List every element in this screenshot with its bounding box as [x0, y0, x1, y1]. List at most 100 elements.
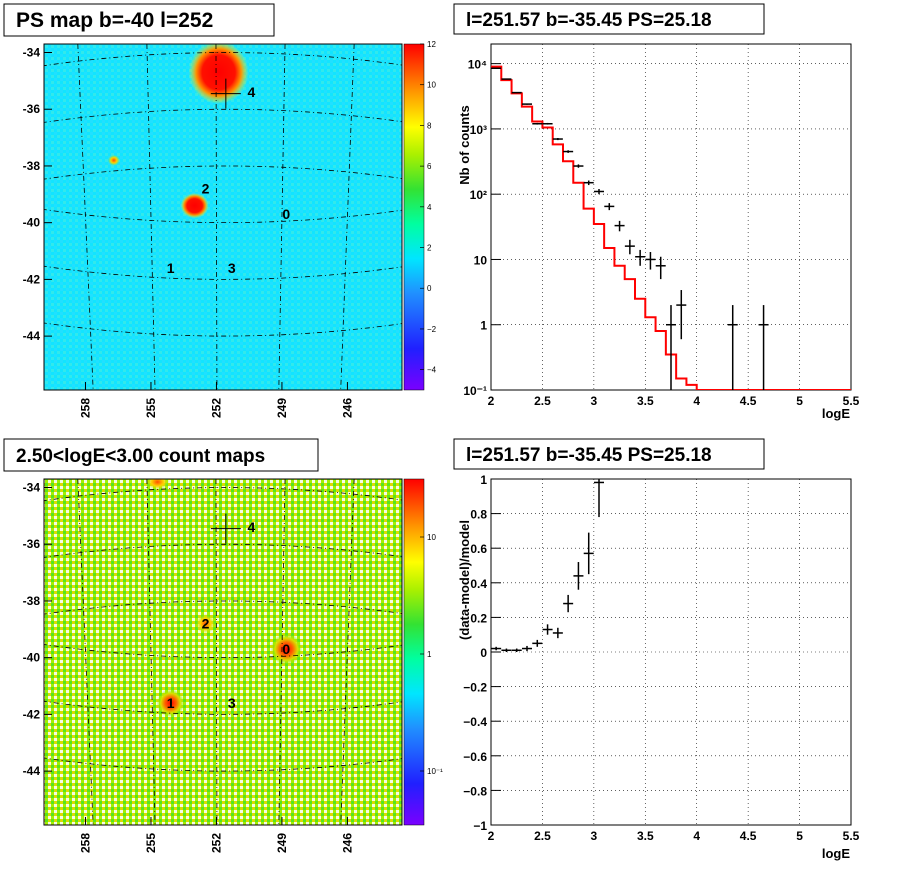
colorbar-tick-label: 0	[427, 284, 432, 293]
model-step-line	[491, 65, 851, 390]
ps-map-image	[44, 44, 402, 390]
y-tick-label: 0.8	[470, 508, 487, 522]
x-tick-label: 3	[591, 829, 598, 843]
source-blob	[188, 44, 249, 104]
y-tick-label: -36	[23, 537, 41, 551]
lat-gridline	[44, 600, 402, 615]
x-tick-label: 2.5	[534, 394, 551, 408]
lat-gridline	[44, 108, 402, 123]
x-tick-label: 3.5	[637, 829, 654, 843]
lat-gridline	[44, 165, 402, 180]
lat-gridline	[44, 322, 402, 337]
x-tick-label: 246	[340, 398, 354, 418]
y-tick-label: 10⁻¹	[463, 384, 487, 398]
y-tick-label: 10³	[470, 123, 487, 137]
x-tick-label: 255	[144, 833, 158, 853]
lat-gridline	[44, 209, 402, 223]
y-tick-label: -44	[23, 329, 41, 343]
residual-xlabel: logE	[822, 846, 850, 861]
count-map-frame	[43, 478, 403, 826]
lat-gridline	[44, 700, 402, 715]
source-blob	[156, 689, 185, 718]
source-label: 3	[228, 695, 236, 711]
source-label: 2	[202, 616, 210, 632]
x-tick-label: 5	[796, 829, 803, 843]
x-tick-label: 2.5	[534, 829, 551, 843]
source-label: 4	[247, 519, 255, 535]
spectrum-ylabel: Nb of counts	[457, 105, 472, 184]
y-tick-label: -42	[23, 707, 41, 721]
source-blob	[145, 479, 170, 490]
x-tick-label: 249	[275, 833, 289, 853]
y-tick-label: 10⁴	[468, 58, 487, 72]
colorbar-tick-label: 2	[427, 244, 432, 253]
y-tick-label: -40	[23, 651, 41, 665]
count-map-colorbar: 10 1 10⁻¹	[403, 478, 443, 826]
source-label: 4	[247, 84, 255, 100]
y-tick-label: -38	[23, 159, 41, 173]
colorbar-tick-label: −4	[427, 366, 437, 375]
y-tick-label: 0	[480, 646, 487, 660]
colorbar-tick-label: 12	[427, 40, 436, 49]
y-tick-label: 1	[480, 319, 487, 333]
spectrum-title-box	[453, 3, 765, 35]
x-tick-label: 4	[693, 829, 700, 843]
lat-gridline	[44, 543, 402, 558]
y-tick-label: -34	[23, 46, 41, 60]
x-tick-label: 4.5	[740, 829, 757, 843]
colorbar-tick-label: −2	[427, 325, 437, 334]
x-tick-label: 252	[209, 833, 223, 853]
y-tick-label: -42	[23, 272, 41, 286]
ps-map-title-box	[3, 3, 275, 37]
y-tick-label: −0.4	[463, 715, 487, 729]
lon-gridline	[215, 44, 218, 390]
count-map-image	[44, 479, 402, 825]
count-map-panel: 2.50<logE<3.00 count maps -34 -36 -38 -40 -4…	[3, 438, 443, 853]
x-tick-label: 4.5	[740, 394, 757, 408]
y-tick-label: 10	[474, 253, 488, 267]
x-tick-label: 4	[693, 394, 700, 408]
lon-gridline	[77, 479, 94, 825]
lat-gridline	[44, 52, 402, 67]
x-tick-label: 5.5	[843, 829, 860, 843]
x-tick-label: 3.5	[637, 394, 654, 408]
y-tick-label: -44	[23, 764, 41, 778]
source-label: 1	[167, 260, 175, 276]
residual-title: l=251.57 b=-35.45 PS=25.18	[466, 445, 712, 466]
residual-title-box	[453, 438, 765, 470]
y-tick-label: −1	[473, 819, 487, 833]
ps-map-frame	[43, 43, 403, 391]
y-tick-label: 10²	[470, 188, 487, 202]
ps-map-title: PS map b=-40 l=252	[16, 9, 213, 32]
colorbar-tick-label: 6	[427, 162, 432, 171]
y-tick-label: 0.6	[470, 542, 487, 556]
x-tick-label: 2	[488, 394, 495, 408]
lat-gridline	[44, 487, 402, 502]
colorbar-tick-label: 10	[427, 81, 436, 90]
y-tick-label: -40	[23, 216, 41, 230]
lon-gridline	[278, 44, 286, 390]
lon-gridline	[340, 479, 355, 825]
y-tick-label: 0.4	[470, 577, 487, 591]
spectrum-title: l=251.57 b=-35.45 PS=25.18	[466, 10, 712, 31]
source-blob	[107, 154, 120, 166]
x-tick-label: 252	[209, 398, 223, 418]
x-tick-label: 3	[591, 394, 598, 408]
x-tick-label: 249	[275, 398, 289, 418]
residual-ylabel: (data-model)/model	[457, 520, 472, 640]
y-tick-label: −0.2	[463, 681, 487, 695]
lon-gridline	[146, 44, 156, 390]
x-tick-label: 5	[796, 394, 803, 408]
x-tick-label: 5.5	[843, 394, 860, 408]
count-map-title: 2.50<logE<3.00 count maps	[16, 446, 265, 467]
y-tick-label: −0.6	[463, 750, 487, 764]
source-label: 1	[167, 695, 175, 711]
lon-gridline	[278, 479, 286, 825]
lon-gridline	[146, 479, 156, 825]
x-tick-label: 246	[340, 833, 354, 853]
lat-gridline	[44, 265, 402, 280]
ps-map-colorbar: 12 10 8 6 4 2 0 −2 −4	[403, 40, 437, 391]
lon-gridline	[340, 44, 355, 390]
lat-gridline	[44, 757, 402, 772]
